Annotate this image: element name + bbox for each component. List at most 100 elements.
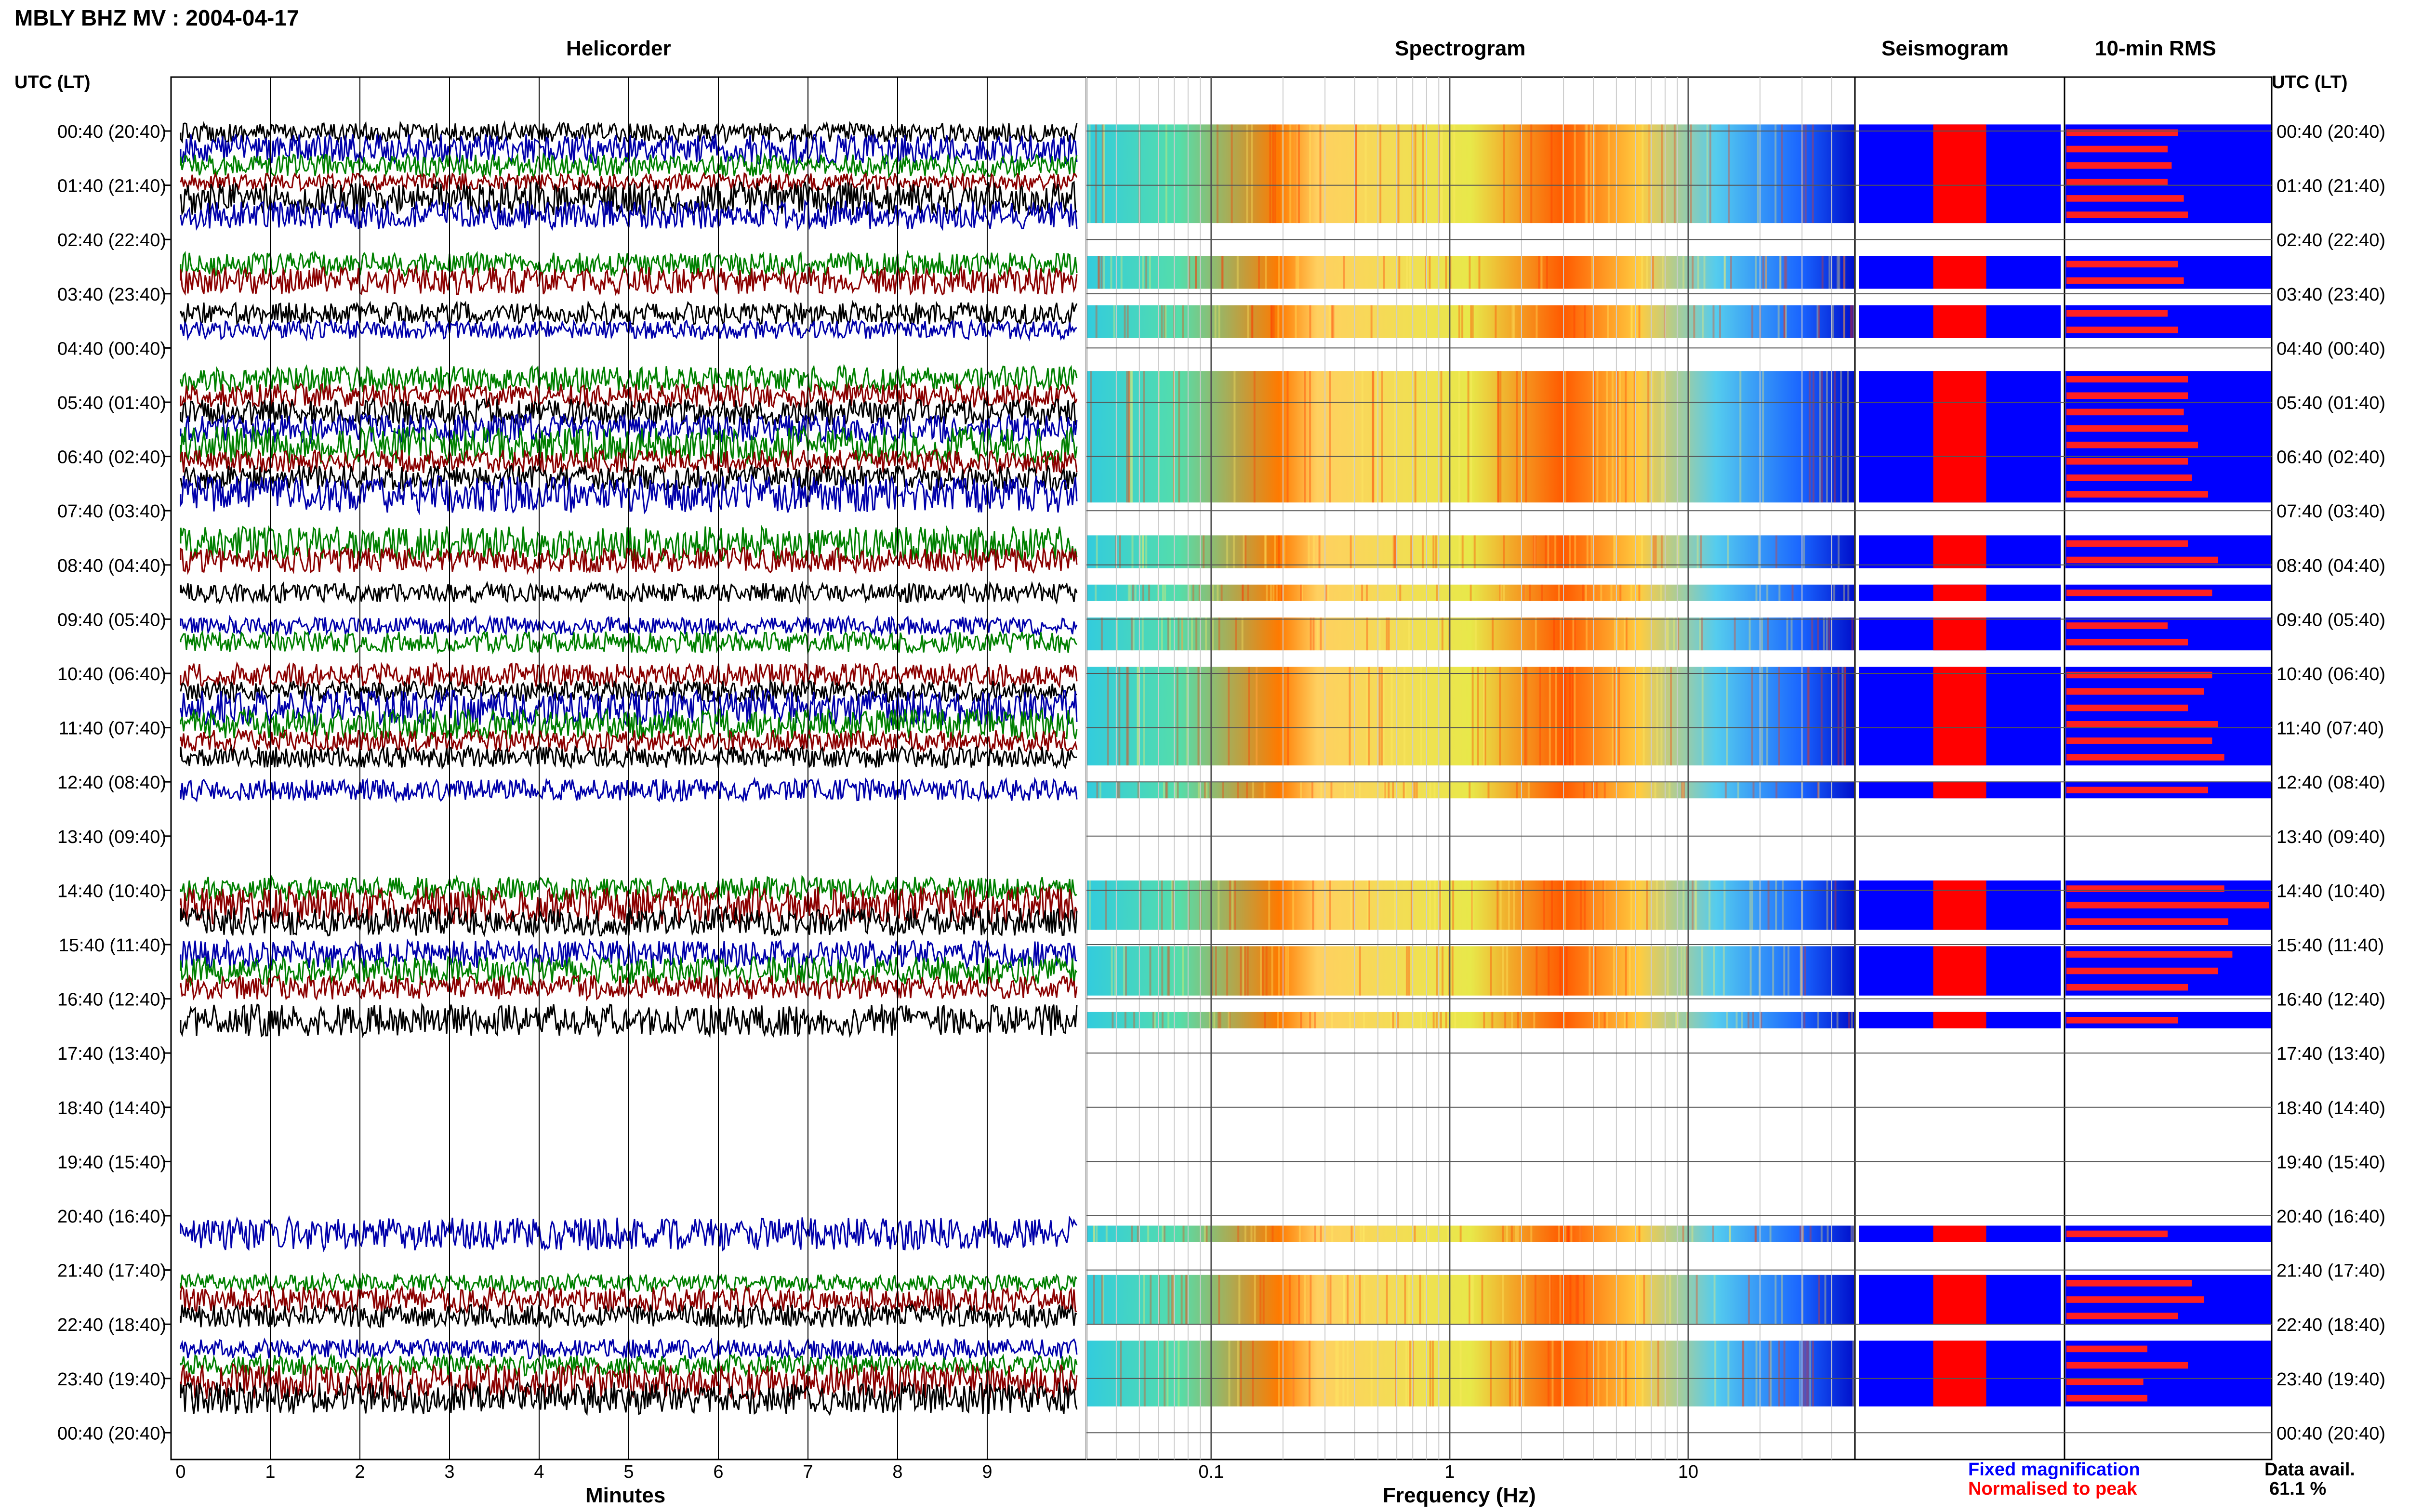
- spectrogram-streak: [1600, 584, 1602, 601]
- spectrogram-streak: [1648, 124, 1650, 224]
- spectrogram-streak: [1467, 371, 1469, 503]
- spectrogram-streak: [1593, 946, 1595, 996]
- rms-bar: [2066, 704, 2188, 711]
- spectrogram-streak: [1783, 1341, 1786, 1407]
- spectrogram-streak: [1131, 371, 1133, 503]
- spectrogram-streak: [1775, 535, 1778, 568]
- spectrogram-streak: [1309, 1341, 1310, 1407]
- spectrogram-streak: [1163, 782, 1165, 799]
- rms-title: 10-min RMS: [2095, 37, 2216, 60]
- spectrogram-streak: [1583, 782, 1586, 799]
- spectrogram-streak: [1214, 305, 1217, 338]
- spectrogram-streak: [1129, 584, 1132, 601]
- spectrogram-streak: [1546, 256, 1548, 289]
- spectrogram-streak: [1723, 256, 1726, 289]
- helicorder-trace: [180, 973, 1078, 1002]
- spectrogram-streak: [1554, 535, 1557, 568]
- spectrogram-streak: [1243, 535, 1245, 568]
- helicorder-trace: [180, 1002, 1078, 1039]
- spectrogram-streak: [1579, 1225, 1582, 1242]
- spectrogram-streak: [1754, 1225, 1757, 1242]
- spectrogram-streak: [1646, 880, 1648, 930]
- spectrogram-streak: [1265, 1225, 1267, 1242]
- spectrogram-streak: [1397, 1012, 1399, 1028]
- spectrogram-streak: [1100, 618, 1103, 651]
- rms-bar: [2066, 671, 2212, 679]
- spectrogram-streak: [1530, 1225, 1533, 1242]
- spectrogram-streak: [1699, 618, 1701, 651]
- spectrogram-streak: [1376, 371, 1378, 503]
- spectrogram-streak: [1529, 584, 1531, 601]
- spectrogram-streak: [1320, 782, 1323, 799]
- rms-bar: [2066, 425, 2188, 432]
- spectrogram-streak: [1441, 124, 1443, 224]
- spectrogram-streak: [1469, 584, 1472, 601]
- spectrogram-streak: [1506, 1225, 1508, 1242]
- spectrogram-streak: [1509, 1341, 1511, 1407]
- helicorder-trace: [180, 250, 1078, 278]
- spectrogram-streak: [1263, 782, 1266, 799]
- spectrogram-streak: [1161, 618, 1163, 651]
- seismogram-normalised: [1933, 618, 1986, 651]
- spectrogram-streak: [1271, 305, 1273, 338]
- spectrogram-streak: [1742, 1341, 1745, 1407]
- spectrogram-streak: [1093, 1225, 1096, 1242]
- spectrogram-streak: [1186, 667, 1189, 766]
- minute-tick-label: 5: [623, 1462, 634, 1482]
- spectrogram-streak: [1459, 1341, 1462, 1407]
- spectrogram-streak: [1803, 1012, 1806, 1028]
- spectrogram-streak: [1809, 1225, 1812, 1242]
- spectrogram-streak: [1615, 667, 1617, 766]
- spectrogram-streak: [1843, 584, 1845, 601]
- time-label-right: 11:40 (07:40): [2277, 719, 2384, 739]
- rms-bar: [2066, 556, 2218, 564]
- spectrogram-streak: [1540, 256, 1543, 289]
- spectrogram-streak: [1262, 1275, 1265, 1325]
- spectrogram-streak: [1251, 305, 1254, 338]
- spectrogram-streak: [1630, 305, 1633, 338]
- rms-background: [2065, 124, 2271, 224]
- spectrogram-streak: [1765, 256, 1767, 289]
- spectrogram-streak: [1220, 584, 1223, 601]
- spectrogram-streak: [1564, 371, 1566, 503]
- spectrogram-streak: [1775, 782, 1778, 799]
- spectrogram-streak: [1470, 305, 1472, 338]
- spectrogram-streak: [1388, 618, 1390, 651]
- spectrogram-streak: [1365, 584, 1368, 601]
- spectrogram-streak: [1167, 1275, 1170, 1325]
- spectrogram-streak: [1226, 535, 1229, 568]
- spectrogram-streak: [1766, 667, 1769, 766]
- spectrogram-streak: [1534, 535, 1536, 568]
- spectrogram-streak: [1256, 667, 1258, 766]
- time-label-left: 16:40 (12:40): [57, 990, 166, 1010]
- spectrogram-streak: [1347, 1341, 1349, 1407]
- spectrogram-streak: [1364, 124, 1367, 224]
- spectrogram-streak: [1506, 946, 1509, 996]
- spectrogram-streak: [1755, 584, 1758, 601]
- spectrogram-streak: [1712, 305, 1715, 338]
- seismogram-normalised: [1933, 256, 1986, 289]
- spectrogram-streak: [1195, 256, 1197, 289]
- spectrogram-streak: [1363, 1275, 1365, 1325]
- spectrogram-block: [1087, 880, 1854, 930]
- spectrogram-streak: [1660, 667, 1663, 766]
- spectrogram-streak: [1134, 584, 1137, 601]
- rms-bar: [2066, 179, 2168, 185]
- spectrogram-streak: [1584, 305, 1586, 338]
- spectrogram-streak: [1533, 1012, 1535, 1028]
- spectrogram-streak: [1454, 1012, 1456, 1028]
- spectrogram-streak: [1499, 880, 1502, 930]
- spectrogram-streak: [1688, 371, 1690, 503]
- helicorder-trace: [180, 318, 1077, 342]
- frequency-tick-label: 0.1: [1198, 1462, 1224, 1482]
- spectrogram-streak: [1811, 618, 1813, 651]
- spectrogram-streak: [1416, 782, 1418, 799]
- spectrogram-streak: [1766, 584, 1769, 601]
- spectrogram-streak: [1240, 946, 1242, 996]
- spectrogram-streak: [1278, 1341, 1280, 1407]
- spectrogram-streak: [1252, 782, 1255, 799]
- spectrogram-streak: [1180, 1275, 1183, 1325]
- spectrogram-streak: [1781, 124, 1783, 224]
- spectrogram-streak: [1836, 1012, 1839, 1028]
- spectrogram-streak: [1612, 667, 1614, 766]
